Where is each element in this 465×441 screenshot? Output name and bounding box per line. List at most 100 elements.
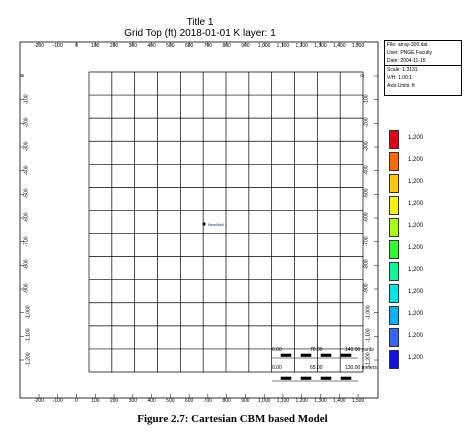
legend-swatch (389, 262, 399, 281)
legend-entry: 1,200 (384, 216, 444, 237)
x-tick-label-bottom: 800 (222, 398, 231, 404)
y-tick-label-right: -500 (363, 188, 370, 199)
well-label: NewWell 1 (208, 222, 228, 227)
legend-label: 1,200 (408, 157, 424, 163)
legend-label: 1,200 (408, 135, 424, 141)
scale-yards-end: 140.00 yards (345, 347, 374, 353)
y-tick-label-right: -100 (363, 94, 370, 105)
y-tick-label-left: -100 (23, 94, 30, 105)
x-tick-label-bottom: 1,500 (351, 398, 365, 404)
legend-entry: 1,200 (384, 304, 444, 325)
legend-entry: 1,200 (384, 150, 444, 171)
y-tick-label-left: -600 (23, 212, 30, 223)
legend-swatch (389, 350, 399, 369)
legend-label: 1,200 (408, 179, 424, 185)
y-tick-label-left: -400 (23, 165, 30, 176)
y-tick-label-right: -600 (363, 212, 370, 223)
legend-swatch (389, 196, 399, 215)
scale-yards-mid: 70.00 (310, 347, 323, 353)
x-tick-label-top: 1,200 (295, 43, 308, 49)
info-vh: V/H: 1.00:1 (387, 75, 413, 81)
x-tick-label-top: 0 (75, 43, 78, 49)
legend-label: 1,200 (408, 201, 424, 207)
x-tick-label-top: 300 (128, 43, 137, 49)
info-user: User: PNGE Faculty (387, 50, 433, 56)
figure-caption: Figure 2.7: Cartesian CBM based Model (137, 413, 328, 425)
scale-meters-mid: 65.00 (310, 365, 323, 371)
y-tick-label-left: -500 (23, 188, 30, 199)
legend-label: 1,200 (408, 355, 424, 361)
legend-label: 1,200 (408, 333, 424, 339)
y-tick-label-left: -700 (23, 236, 30, 247)
legend-swatch (389, 152, 399, 171)
y-tick-label-left: -800 (23, 259, 30, 270)
plot-title: Title 1 (186, 17, 214, 28)
info-date: Date: 2004-11-15 (387, 58, 426, 64)
x-tick-label-top: 1,400 (332, 43, 346, 49)
legend-swatch (389, 306, 399, 325)
x-tick-label-top: 200 (109, 43, 119, 49)
x-tick-label-bottom: 400 (147, 398, 156, 404)
x-tick-label-bottom: 0 (75, 398, 78, 404)
info-scale: Scale: 1:3131 (385, 65, 461, 74)
legend-label: 1,200 (408, 267, 424, 273)
x-tick-label-top: 100 (91, 43, 100, 49)
y-tick-label-right: 0 (359, 74, 366, 77)
x-tick-label-top: 800 (222, 43, 231, 49)
y-tick-label-right: -300 (363, 141, 370, 152)
plot-subtitle: Grid Top (ft) 2018-01-01 K layer: 1 (124, 28, 276, 39)
y-tick-label-right: -200 (363, 117, 370, 128)
legend-entry: 1,200 (384, 238, 444, 259)
x-tick-label-bottom: 200 (109, 398, 119, 404)
legend-swatch (389, 240, 399, 259)
y-tick-label-left: -200 (23, 117, 30, 128)
x-tick-label-bottom: 300 (128, 398, 137, 404)
x-tick-label-bottom: 500 (166, 398, 175, 404)
y-tick-label-right: -1,200 (365, 352, 372, 367)
x-tick-label-top: 500 (166, 43, 175, 49)
x-tick-label-bottom: 700 (203, 398, 213, 404)
legend-entry: 1,200 (384, 326, 444, 347)
well-marker (202, 222, 206, 226)
x-tick-label-top: 700 (203, 43, 213, 49)
x-tick-label-top: 1,100 (276, 43, 290, 49)
x-tick-label-top: 900 (241, 43, 250, 49)
legend-label: 1,200 (408, 245, 424, 251)
info-file: File: array-300.dat (387, 42, 428, 48)
y-tick-label-right: -800 (363, 259, 370, 270)
y-tick-label-right: -900 (363, 283, 370, 294)
legend-entry: 1,200 (384, 128, 444, 149)
y-tick-label-right: -1,100 (365, 328, 372, 343)
y-tick-label-right: -400 (363, 165, 370, 176)
legend-label: 1,200 (408, 311, 424, 317)
x-tick-label-top: 1,500 (351, 43, 365, 49)
y-tick-label-left: -1,000 (25, 305, 32, 320)
x-tick-label-bottom: -200 (33, 398, 44, 404)
legend-label: 1,200 (408, 223, 424, 229)
y-tick-label-left: -900 (23, 283, 30, 294)
x-tick-label-bottom: 1,200 (295, 398, 308, 404)
x-tick-label-bottom: 1,300 (314, 398, 327, 404)
scale-meters-end: 130.00 meters (345, 365, 377, 371)
legend-label: 1,200 (408, 289, 424, 295)
plot-frame (19, 41, 379, 399)
x-tick-label-bottom: 600 (184, 398, 194, 404)
x-tick-label-top: 600 (184, 43, 194, 49)
y-tick-label-right: -700 (363, 236, 370, 247)
legend-entry: 1,200 (384, 172, 444, 193)
legend-entry: 1,200 (384, 260, 444, 281)
scale-bar (272, 353, 358, 382)
y-tick-label-left: -300 (23, 141, 30, 152)
scale-meters-0: 0.00 (272, 365, 282, 371)
info-box: File: array-300.dat User: PNGE Faculty D… (384, 40, 462, 96)
x-tick-label-bottom: -100 (52, 398, 63, 404)
legend-swatch (389, 174, 399, 193)
legend-entry: 1,200 (384, 194, 444, 215)
legend-swatch (389, 130, 399, 149)
x-tick-label-top: -200 (33, 43, 44, 49)
info-axis-units: Axis Units: ft (387, 83, 415, 89)
legend-entry: 1,200 (384, 282, 444, 303)
y-tick-label-left: -1,100 (25, 328, 32, 343)
legend-swatch (389, 328, 399, 347)
